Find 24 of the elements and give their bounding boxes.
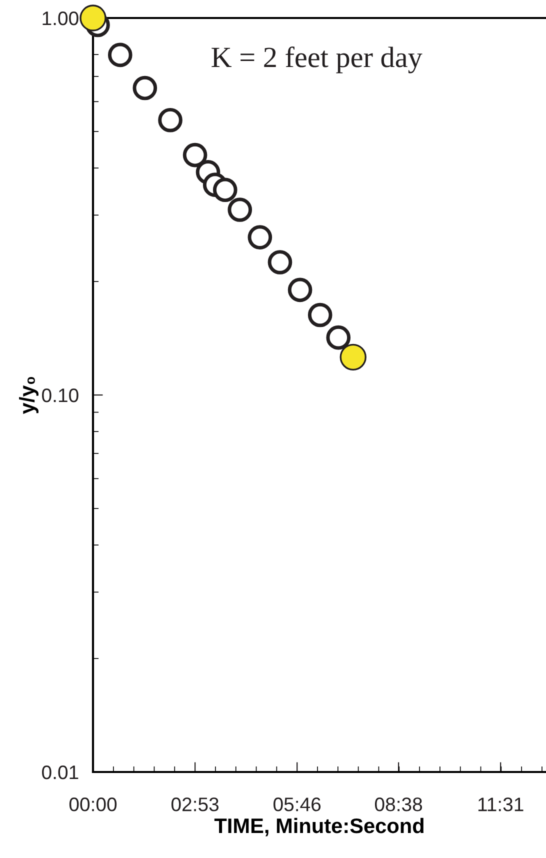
x-tick-label: 02:53 bbox=[171, 798, 219, 812]
point bbox=[212, 178, 238, 202]
y-axis-title: y/y₀ bbox=[19, 377, 38, 414]
x-tick-label: 05:46 bbox=[274, 798, 321, 812]
annotation: K = 2 feet per day bbox=[212, 46, 422, 74]
point bbox=[158, 108, 182, 132]
x-tick-label: 08:38 bbox=[374, 798, 422, 812]
y-tick-label: 1.00 bbox=[42, 11, 78, 26]
point bbox=[268, 250, 292, 274]
point bbox=[248, 225, 272, 250]
point bbox=[182, 142, 208, 168]
point bbox=[228, 198, 252, 222]
point bbox=[108, 42, 132, 68]
point bbox=[132, 76, 158, 100]
x-tick-label: 11:31 bbox=[478, 798, 524, 812]
point bbox=[80, 4, 106, 32]
point bbox=[340, 344, 366, 370]
y-tick-label: 0.01 bbox=[42, 765, 78, 780]
y-tick-label: 0.10 bbox=[42, 388, 78, 402]
point bbox=[308, 302, 332, 328]
point bbox=[326, 325, 351, 350]
x-tick-label: 00:00 bbox=[69, 798, 117, 812]
x-axis-title: TIME, Minute:Second bbox=[214, 818, 424, 836]
point bbox=[288, 278, 312, 302]
